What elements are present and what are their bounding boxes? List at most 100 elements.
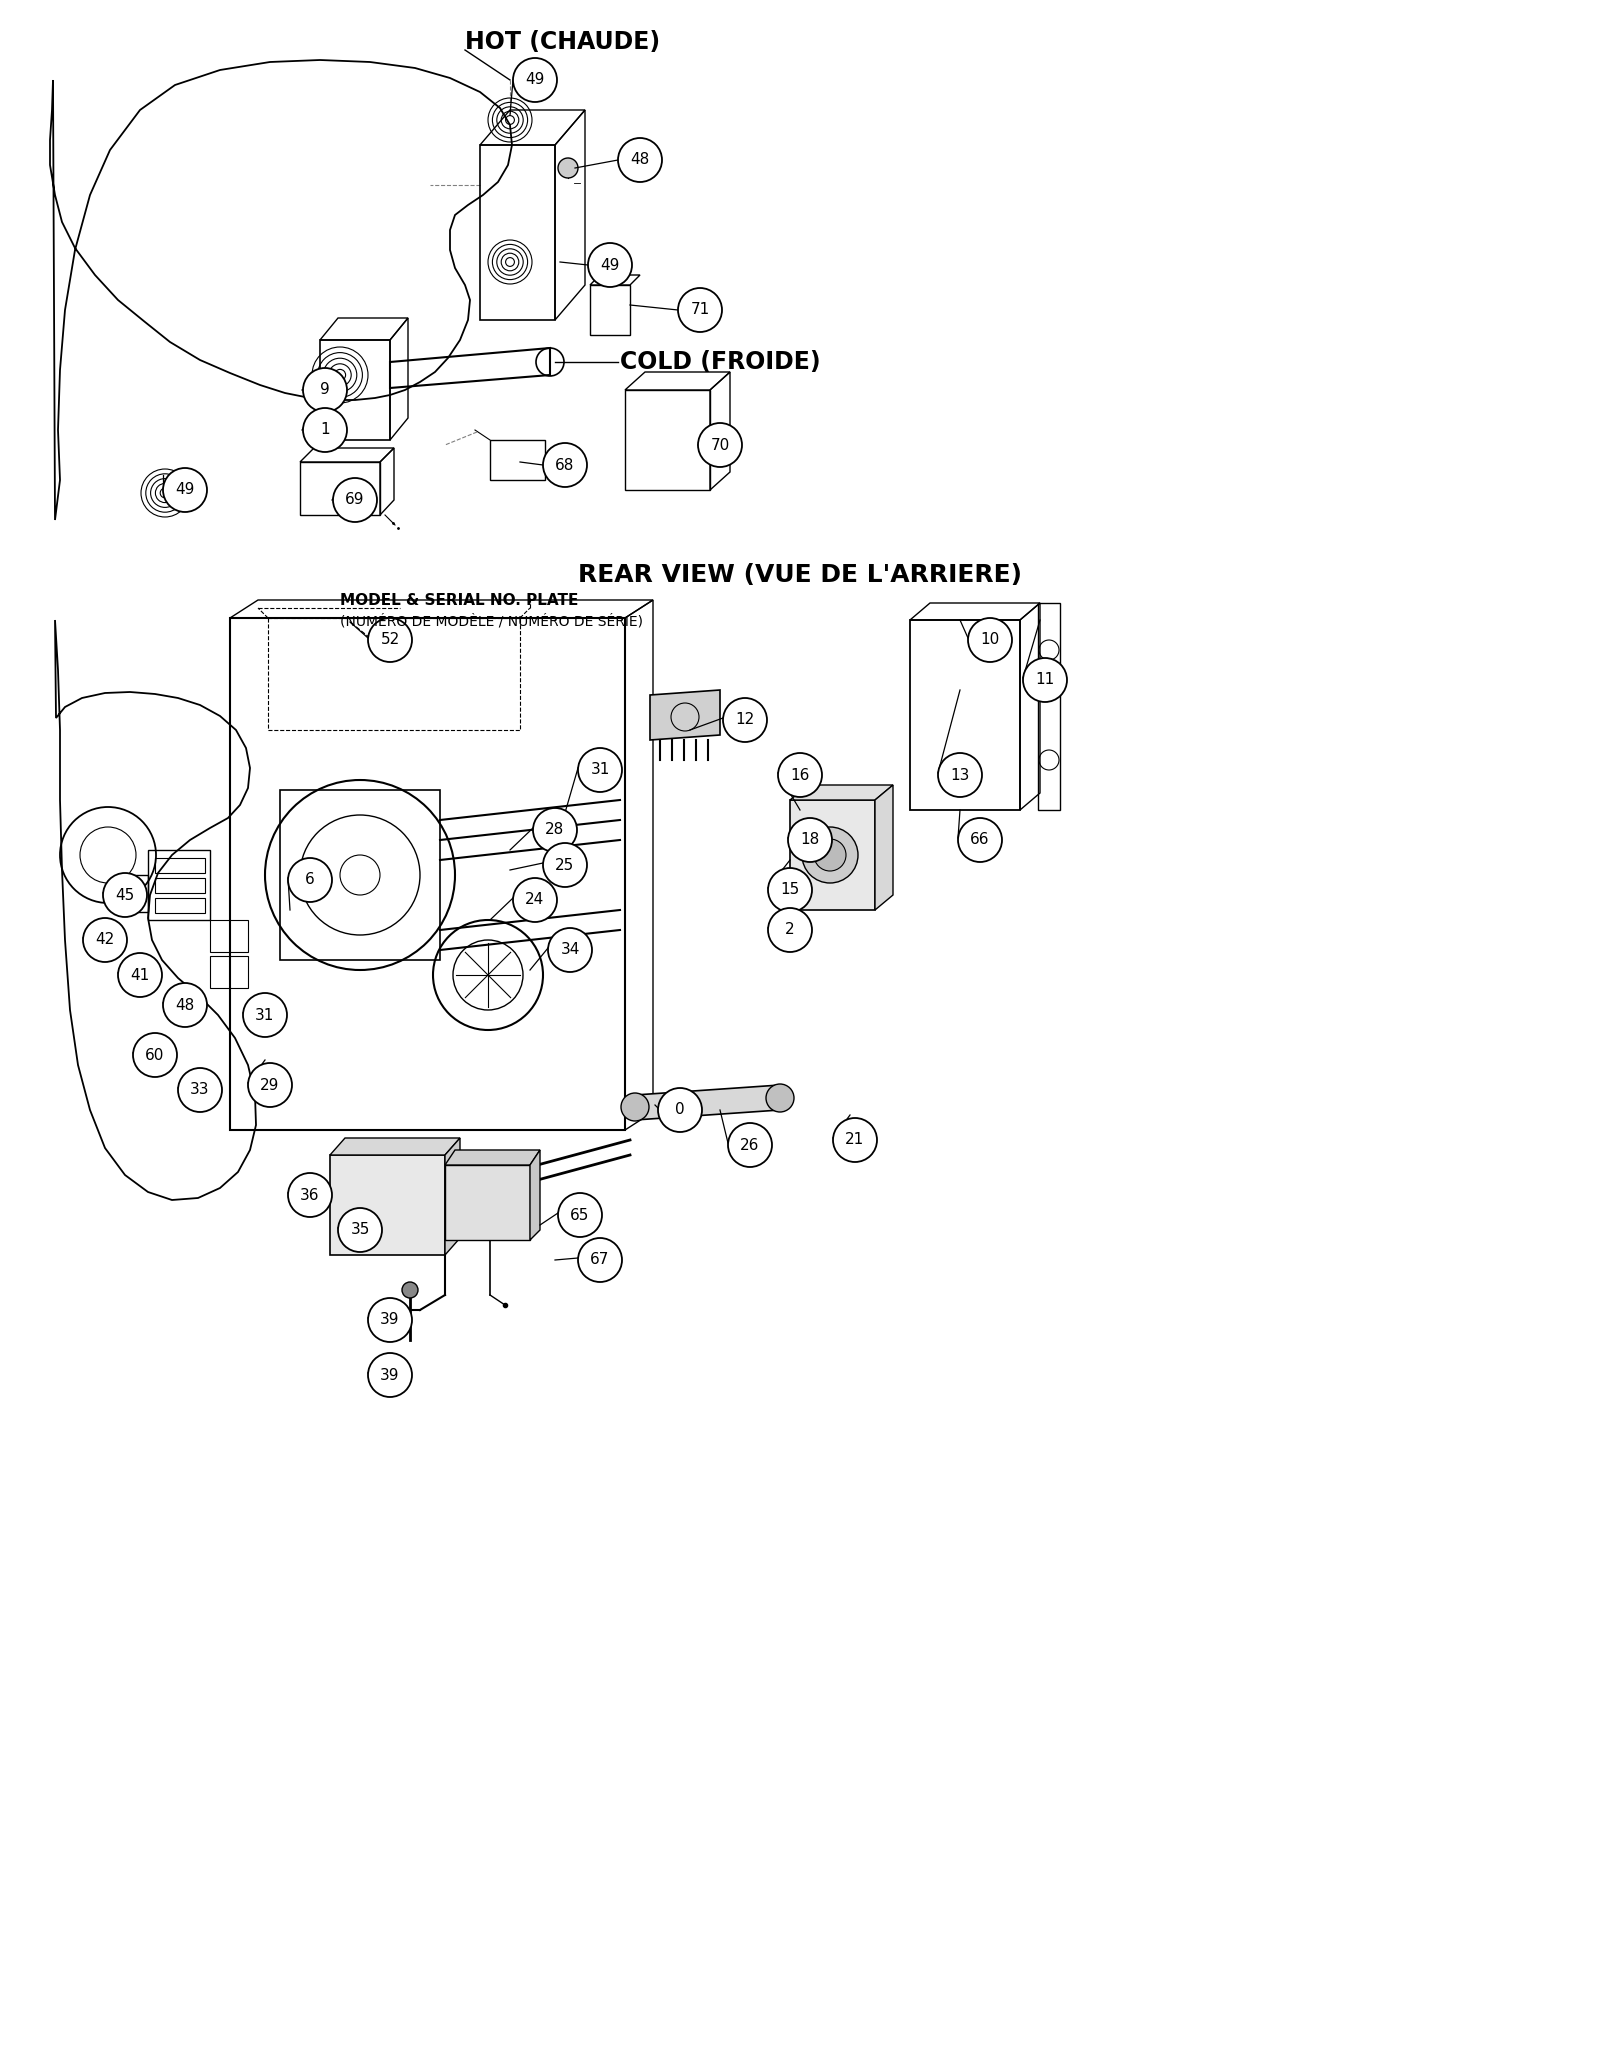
Circle shape — [368, 619, 413, 662]
Text: 31: 31 — [590, 762, 610, 778]
Circle shape — [558, 1192, 602, 1238]
Text: 21: 21 — [845, 1132, 864, 1147]
Polygon shape — [650, 689, 720, 739]
Text: 41: 41 — [130, 967, 150, 983]
Circle shape — [658, 1089, 702, 1132]
Circle shape — [787, 818, 832, 861]
Circle shape — [542, 842, 587, 888]
Text: 65: 65 — [570, 1207, 590, 1223]
Circle shape — [578, 1238, 622, 1281]
Circle shape — [728, 1124, 771, 1167]
Text: 9: 9 — [320, 383, 330, 397]
Circle shape — [766, 1085, 794, 1112]
Text: 49: 49 — [525, 72, 544, 87]
Circle shape — [958, 818, 1002, 861]
Circle shape — [768, 909, 813, 952]
Text: 0: 0 — [675, 1103, 685, 1118]
Text: 15: 15 — [781, 882, 800, 898]
Circle shape — [778, 753, 822, 797]
Polygon shape — [445, 1165, 530, 1240]
Circle shape — [698, 422, 742, 468]
Polygon shape — [635, 1085, 781, 1120]
Text: 29: 29 — [261, 1078, 280, 1093]
Polygon shape — [790, 785, 893, 799]
Circle shape — [814, 838, 846, 871]
Circle shape — [83, 917, 126, 963]
Circle shape — [163, 468, 206, 511]
Text: 68: 68 — [555, 457, 574, 472]
Circle shape — [578, 747, 622, 793]
Text: 48: 48 — [630, 153, 650, 168]
Text: 12: 12 — [736, 712, 755, 727]
Text: 31: 31 — [256, 1008, 275, 1023]
Circle shape — [402, 1281, 418, 1298]
Text: 18: 18 — [800, 832, 819, 847]
Circle shape — [589, 242, 632, 288]
Text: 48: 48 — [176, 998, 195, 1012]
Polygon shape — [445, 1138, 461, 1254]
Text: 24: 24 — [525, 892, 544, 907]
Text: 28: 28 — [546, 822, 565, 838]
Text: (NUMÉRO DE MODÈLE / NUMÉRO DE SÉRIE): (NUMÉRO DE MODÈLE / NUMÉRO DE SÉRIE) — [339, 615, 643, 629]
Circle shape — [542, 443, 587, 486]
Circle shape — [118, 952, 162, 998]
Text: REAR VIEW (VUE DE L'ARRIERE): REAR VIEW (VUE DE L'ARRIERE) — [578, 563, 1022, 588]
Text: 34: 34 — [560, 942, 579, 958]
Circle shape — [302, 408, 347, 451]
Polygon shape — [875, 785, 893, 911]
Circle shape — [768, 867, 813, 913]
Circle shape — [938, 753, 982, 797]
Text: 71: 71 — [690, 302, 710, 317]
Polygon shape — [330, 1155, 445, 1254]
Circle shape — [288, 857, 333, 903]
Text: 39: 39 — [381, 1368, 400, 1383]
Circle shape — [133, 1033, 178, 1076]
Text: 39: 39 — [381, 1312, 400, 1327]
Text: 52: 52 — [381, 633, 400, 648]
Text: COLD (FROIDE): COLD (FROIDE) — [621, 350, 821, 375]
Text: 11: 11 — [1035, 673, 1054, 687]
Circle shape — [968, 619, 1013, 662]
Text: 33: 33 — [190, 1083, 210, 1097]
Circle shape — [163, 983, 206, 1027]
Circle shape — [678, 288, 722, 331]
Circle shape — [333, 478, 378, 522]
Text: 66: 66 — [970, 832, 990, 847]
Circle shape — [338, 1209, 382, 1252]
Text: 10: 10 — [981, 633, 1000, 648]
Text: 49: 49 — [176, 482, 195, 497]
Circle shape — [723, 698, 766, 741]
Circle shape — [514, 58, 557, 101]
Circle shape — [802, 828, 858, 884]
Circle shape — [1022, 658, 1067, 702]
Circle shape — [558, 157, 578, 178]
Text: 2: 2 — [786, 923, 795, 938]
Text: 45: 45 — [115, 888, 134, 903]
Circle shape — [514, 878, 557, 921]
Circle shape — [288, 1174, 333, 1217]
Circle shape — [302, 368, 347, 412]
Text: 69: 69 — [346, 493, 365, 507]
Circle shape — [618, 139, 662, 182]
Text: 36: 36 — [301, 1188, 320, 1203]
Text: 35: 35 — [350, 1223, 370, 1238]
Circle shape — [834, 1118, 877, 1161]
Circle shape — [178, 1068, 222, 1112]
Polygon shape — [445, 1151, 541, 1165]
Circle shape — [368, 1298, 413, 1341]
Text: 70: 70 — [710, 437, 730, 453]
Text: 42: 42 — [96, 932, 115, 948]
Polygon shape — [330, 1138, 461, 1155]
Text: 25: 25 — [555, 857, 574, 871]
Circle shape — [533, 807, 578, 853]
Text: 6: 6 — [306, 871, 315, 888]
Text: 1: 1 — [320, 422, 330, 437]
Circle shape — [621, 1093, 650, 1122]
Text: 16: 16 — [790, 768, 810, 782]
Text: MODEL & SERIAL NO. PLATE: MODEL & SERIAL NO. PLATE — [339, 592, 578, 609]
Circle shape — [243, 994, 286, 1037]
Text: 13: 13 — [950, 768, 970, 782]
Polygon shape — [790, 799, 875, 911]
Text: HOT (CHAUDE): HOT (CHAUDE) — [466, 29, 661, 54]
Circle shape — [102, 874, 147, 917]
